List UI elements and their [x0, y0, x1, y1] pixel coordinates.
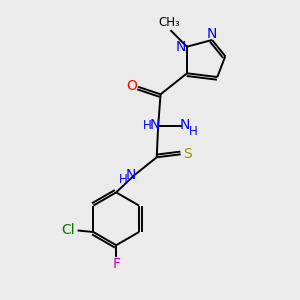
Text: H: H: [189, 125, 197, 138]
Text: Cl: Cl: [61, 223, 75, 237]
Text: CH₃: CH₃: [159, 16, 181, 29]
Text: N: N: [207, 27, 217, 41]
Text: S: S: [183, 147, 192, 161]
Text: F: F: [112, 257, 121, 271]
Text: N: N: [176, 40, 187, 54]
Text: N: N: [180, 118, 190, 132]
Text: N: N: [126, 168, 136, 182]
Text: H: H: [119, 173, 128, 186]
Text: N: N: [150, 118, 160, 132]
Text: O: O: [126, 79, 137, 93]
Text: H: H: [142, 119, 151, 132]
